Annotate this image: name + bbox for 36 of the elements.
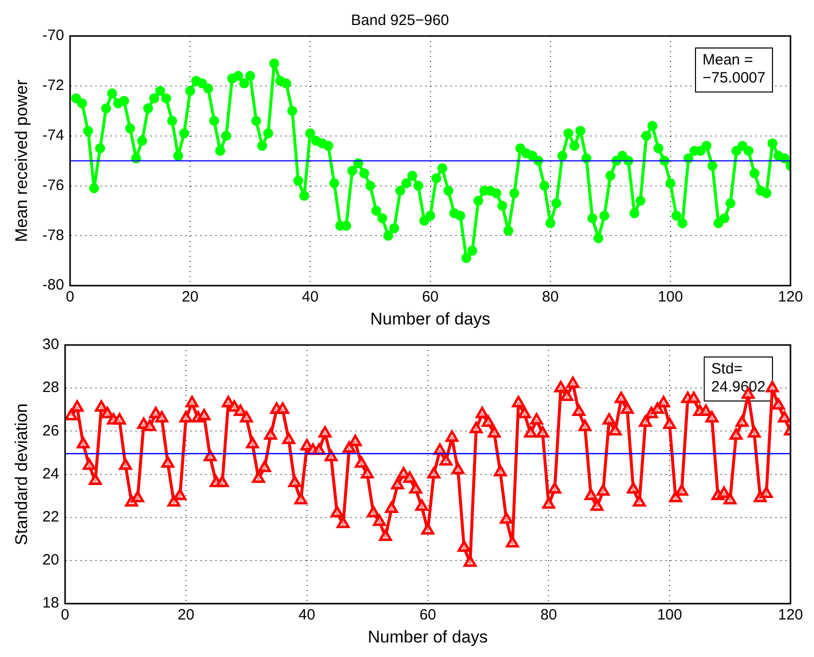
y-tick-label: -70 [42,27,64,44]
y-tick-label: 18 [42,594,60,612]
x-tick-label: 40 [298,606,316,624]
x-tick-label: 100 [658,288,683,306]
annotation: Std= [711,360,743,378]
x-tick-label: 20 [178,606,194,624]
x-tick-label: 0 [66,288,74,306]
y-axis-title: Mean received power [12,79,31,242]
y-tick-label: 28 [42,379,60,396]
annotation: Mean = [702,52,754,69]
y-tick-label: 22 [42,508,60,526]
y-tick-label: -78 [42,226,64,244]
x-tick-label: 80 [540,606,558,624]
x-tick-label: 60 [422,288,439,306]
x-axis-title: Number of days [368,627,488,646]
y-tick-label: -76 [42,176,64,194]
y-tick-label: -72 [42,77,64,94]
x-axis-title: Number of days [370,309,490,328]
y-tick-label: 26 [42,422,60,440]
x-tick-label: 120 [778,288,803,306]
annotation: 24.9602 [711,378,766,396]
x-tick-label: 0 [60,606,70,624]
y-tick-label: 20 [42,552,60,569]
x-tick-label: 20 [182,288,198,306]
x-tick-label: 80 [542,288,559,306]
y-tick-label: -74 [42,126,64,144]
y-tick-label: -80 [42,276,64,294]
x-tick-label: 100 [657,606,682,624]
y-axis-title: Standard deviation [12,403,31,546]
x-tick-label: 120 [778,606,803,624]
chart-title: Band 925−960 [350,12,450,30]
x-tick-label: 60 [419,606,436,624]
x-tick-label: 40 [302,288,319,306]
y-tick-label: 24 [42,465,60,482]
annotation: −75.0007 [702,70,766,87]
y-tick-label: 30 [42,336,60,354]
